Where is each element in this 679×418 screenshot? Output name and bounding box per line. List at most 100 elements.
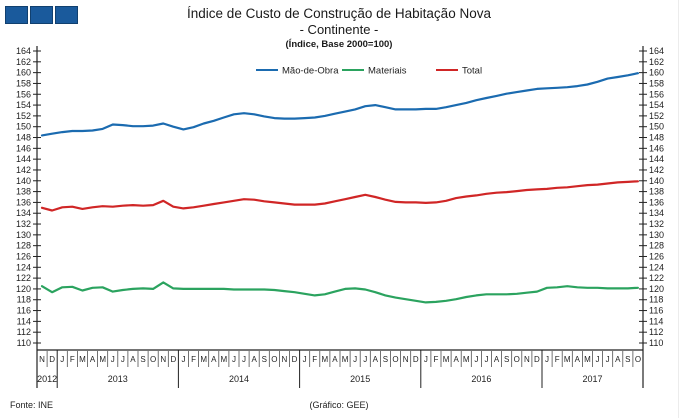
month-label: N xyxy=(282,355,288,364)
month-label: N xyxy=(403,355,409,364)
month-label: A xyxy=(453,355,459,364)
y-tick-label-left: 124 xyxy=(16,262,31,272)
month-label: F xyxy=(312,355,317,364)
y-tick-label-left: 162 xyxy=(16,57,31,67)
month-label: F xyxy=(434,355,439,364)
series-line-total xyxy=(40,180,640,212)
y-tick-label-left: 156 xyxy=(16,89,31,99)
y-tick-label-left: 136 xyxy=(16,197,31,207)
y-tick-label-left: 144 xyxy=(16,154,31,164)
y-tick-label-right: 128 xyxy=(649,241,664,251)
logo-square xyxy=(30,6,53,24)
month-label: J xyxy=(181,355,185,364)
y-tick-label-left: 130 xyxy=(16,230,31,240)
y-tick-label-right: 154 xyxy=(649,100,664,110)
y-tick-label-right: 124 xyxy=(649,262,664,272)
month-label: D xyxy=(413,355,419,364)
y-tick-label-right: 132 xyxy=(649,219,664,229)
y-tick-label-left: 164 xyxy=(16,46,31,56)
y-tick-label-right: 118 xyxy=(649,295,663,305)
y-tick-label-right: 156 xyxy=(649,89,664,99)
month-label: F xyxy=(191,355,196,364)
y-tick-label-left: 140 xyxy=(16,176,31,186)
month-label: N xyxy=(39,355,45,364)
month-label: J xyxy=(424,355,428,364)
month-label: J xyxy=(474,355,478,364)
y-tick-label-left: 138 xyxy=(16,187,31,197)
series-line-m-o-de-obra xyxy=(40,72,640,137)
month-label: O xyxy=(271,355,277,364)
chart-subtitle: - Continente - xyxy=(299,22,379,37)
logo xyxy=(5,6,78,24)
month-label: M xyxy=(443,355,450,364)
month-label: A xyxy=(373,355,379,364)
logo-square xyxy=(5,6,28,24)
month-label: J xyxy=(111,355,115,364)
y-tick-label-left: 134 xyxy=(16,208,31,218)
y-tick-label-left: 122 xyxy=(16,273,31,283)
y-tick-label-left: 152 xyxy=(16,111,31,121)
month-label: J xyxy=(353,355,357,364)
y-tick-label-left: 154 xyxy=(16,100,31,110)
month-label: A xyxy=(90,355,96,364)
y-tick-label-left: 118 xyxy=(17,295,31,305)
y-tick-label-right: 164 xyxy=(649,46,664,56)
legend-label: Total xyxy=(462,66,482,77)
y-tick-label-right: 120 xyxy=(649,284,664,294)
y-tick-label-left: 112 xyxy=(17,327,31,337)
y-tick-label-right: 144 xyxy=(649,154,664,164)
logo-square xyxy=(55,6,78,24)
month-label: J xyxy=(596,355,600,364)
y-tick-label-right: 122 xyxy=(649,273,664,283)
y-tick-label-right: 110 xyxy=(649,338,663,348)
month-label: A xyxy=(615,355,621,364)
month-label: O xyxy=(392,355,398,364)
y-tick-label-right: 138 xyxy=(649,187,664,197)
year-label: 2015 xyxy=(350,374,370,384)
month-label: M xyxy=(564,355,571,364)
y-tick-label-right: 152 xyxy=(649,111,664,121)
month-label: O xyxy=(514,355,520,364)
y-tick-label-left: 116 xyxy=(17,306,31,316)
y-tick-label-left: 148 xyxy=(16,133,31,143)
month-label: J xyxy=(303,355,307,364)
month-label: J xyxy=(242,355,246,364)
y-tick-label-left: 142 xyxy=(16,165,31,175)
month-label: J xyxy=(232,355,236,364)
y-tick-label-left: 114 xyxy=(17,316,31,326)
y-tick-label-right: 114 xyxy=(649,316,663,326)
year-label: 2017 xyxy=(582,374,602,384)
source-label: Fonte: INE xyxy=(10,400,54,410)
series-line-materiais xyxy=(40,281,640,304)
chart-title: Índice de Custo de Construção de Habitaç… xyxy=(187,6,491,21)
month-label: F xyxy=(70,355,75,364)
y-tick-label-right: 158 xyxy=(649,78,664,88)
legend-label: Materiais xyxy=(368,66,407,77)
month-label: A xyxy=(130,355,136,364)
year-label: 2012 xyxy=(37,374,57,384)
month-label: M xyxy=(99,355,106,364)
x-axis-years: 2012 2013 2014 2015 2016 2017 xyxy=(37,374,602,384)
y-tick-label-right: 134 xyxy=(649,208,664,218)
year-label: 2014 xyxy=(229,374,249,384)
y-tick-label-left: 146 xyxy=(16,143,31,153)
y-tick-label-right: 126 xyxy=(649,251,664,261)
y-tick-label-right: 150 xyxy=(649,122,664,132)
month-label: S xyxy=(383,355,388,364)
month-label: A xyxy=(575,355,581,364)
title-block: Índice de Custo de Construção de Habitaç… xyxy=(0,6,678,50)
month-label: S xyxy=(262,355,267,364)
y-tick-label-right: 148 xyxy=(649,133,664,143)
y-tick-label-right: 112 xyxy=(649,327,663,337)
year-label: 2013 xyxy=(108,374,128,384)
y-tick-label-right: 116 xyxy=(649,306,663,316)
month-label: M xyxy=(584,355,591,364)
month-label: J xyxy=(121,355,125,364)
y-tick-label-right: 130 xyxy=(649,230,664,240)
y-tick-label-right: 140 xyxy=(649,176,664,186)
month-label: S xyxy=(140,355,145,364)
y-tick-label-left: 160 xyxy=(16,68,31,78)
y-tick-label-left: 128 xyxy=(16,241,31,251)
